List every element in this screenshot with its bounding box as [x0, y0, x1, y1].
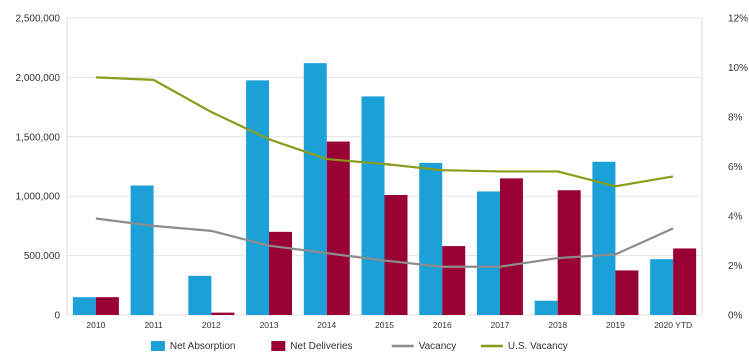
y-right-tick-label: 0%	[728, 311, 743, 322]
x-tick-label: 2013	[260, 320, 279, 330]
bar-series	[72, 63, 697, 316]
series-line	[95, 217, 674, 268]
bar	[95, 297, 119, 315]
bar	[534, 300, 558, 315]
bar	[188, 275, 212, 315]
bar	[557, 190, 581, 315]
bar	[326, 141, 350, 315]
bar	[615, 270, 639, 315]
bar	[650, 259, 674, 315]
legend-label: Vacancy	[419, 341, 457, 352]
x-tick-label: 2020 YTD	[654, 320, 692, 330]
legend-swatch	[271, 341, 286, 351]
bar	[592, 161, 616, 315]
bar	[269, 231, 293, 315]
bar	[130, 185, 154, 315]
x-tick-label: 2014	[317, 320, 336, 330]
y-left-tick-label: 2,000,000	[16, 73, 61, 84]
x-tick-label: 2015	[375, 320, 394, 330]
legend-label: U.S. Vacancy	[508, 341, 568, 352]
x-tick-label: 2017	[490, 320, 509, 330]
y-right-tick-label: 10%	[728, 63, 748, 74]
x-tick-label: 2019	[606, 320, 625, 330]
legend-label: Net Absorption	[170, 341, 236, 352]
y-left-tick-label: 1,500,000	[16, 132, 61, 143]
bar	[303, 63, 327, 316]
y-right-tick-label: 8%	[728, 113, 743, 124]
bar	[499, 178, 523, 315]
y-right-tick-label: 6%	[728, 162, 743, 173]
bar	[476, 191, 500, 315]
y-left-tick-label: 2,500,000	[16, 14, 61, 25]
legend-swatch	[150, 341, 165, 351]
legend: Net Absorption Net Deliveries Vacancy U.S. …	[150, 341, 568, 352]
y-right-tick-label: 4%	[728, 212, 743, 223]
legend-label: Net Deliveries	[290, 341, 352, 352]
x-tick-label: 2018	[548, 320, 567, 330]
y-left-tick-label: 1,000,000	[16, 192, 61, 203]
bar	[361, 96, 385, 316]
y-left-tick-label: 0	[54, 311, 60, 322]
y-left-tick-label: 500,000	[24, 251, 61, 262]
x-tick-label: 2016	[433, 320, 452, 330]
bar	[419, 162, 443, 315]
x-tick-label: 2010	[86, 320, 105, 330]
series-line	[95, 76, 674, 188]
line-series	[95, 76, 674, 268]
bar	[384, 195, 408, 315]
y-right-tick-label: 12%	[728, 14, 748, 25]
x-tick-label: 2012	[202, 320, 221, 330]
y-axis-right: 0% 2% 4% 6% 8% 10% 12%	[728, 14, 748, 322]
y-axis-left: 0 500,000 1,000,000 1,500,000 2,000,000 2,500…	[16, 14, 61, 322]
bar	[442, 246, 466, 315]
bar	[72, 297, 96, 315]
bar	[673, 248, 697, 315]
y-right-tick-label: 2%	[728, 261, 743, 272]
x-tick-label: 2011	[144, 320, 163, 330]
bar	[211, 312, 235, 315]
bar	[246, 80, 270, 316]
x-axis: 2010 2011 2012 2013 2014 2015 2016 2017 2018 2019…	[86, 320, 692, 330]
